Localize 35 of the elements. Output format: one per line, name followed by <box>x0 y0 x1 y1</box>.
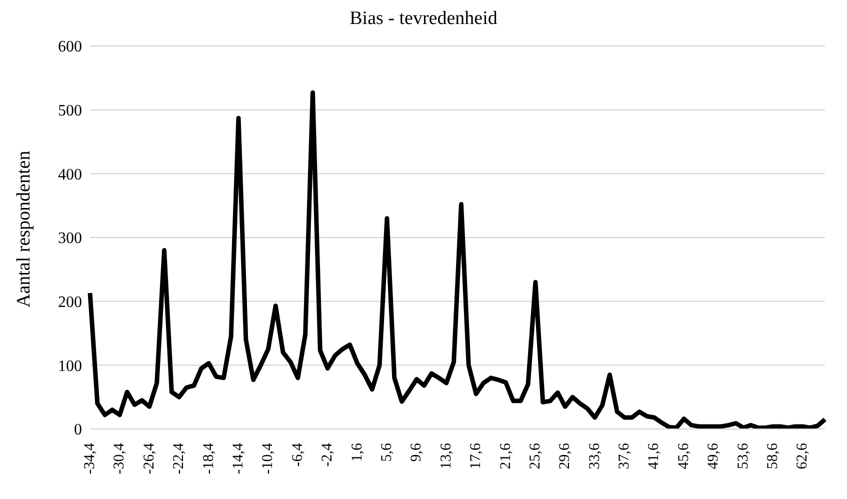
x-tick-label: 13,6 <box>438 442 454 470</box>
x-tick-label: 17,6 <box>468 442 484 470</box>
y-tick-label: 600 <box>58 38 82 56</box>
x-tick-label: -30,4 <box>112 442 128 474</box>
y-tick-label: 200 <box>58 294 82 312</box>
y-tick-label: 100 <box>58 358 82 375</box>
x-tick-label: -34,4 <box>82 442 98 474</box>
chart-title: Bias - tevredenheid <box>348 8 498 31</box>
x-tick-label: 62,6 <box>794 442 811 470</box>
line-series <box>88 90 828 429</box>
x-tick-label: 9,6 <box>408 442 425 462</box>
x-tick-label: 29,6 <box>557 442 574 470</box>
x-tick-label: 33,6 <box>586 442 603 470</box>
x-tick-label: -10,4 <box>260 442 276 474</box>
y-tick-label: 500 <box>58 102 82 120</box>
x-tick-label: 49,6 <box>706 442 722 470</box>
x-tick-label: 53,6 <box>735 442 752 470</box>
x-tick-label: -18,4 <box>200 442 217 474</box>
x-tick-label: 25,6 <box>527 442 544 470</box>
x-tick-label: -26,4 <box>141 442 158 474</box>
x-tick-label: -22,4 <box>171 442 188 474</box>
x-tick-label: -2,4 <box>320 442 336 467</box>
x-tick-label: 21,6 <box>498 442 514 470</box>
x-tick-label: 41,6 <box>646 442 662 470</box>
x-tick-label: 45,6 <box>676 442 692 470</box>
x-tick-label: 58,6 <box>765 442 782 470</box>
y-tick-label: 400 <box>58 166 82 184</box>
x-tick-label: 37,6 <box>616 442 633 470</box>
x-tick-label: -6,4 <box>290 442 306 467</box>
x-tick-label: 5,6 <box>378 442 395 462</box>
y-axis-title: Aantal respondenten <box>14 150 35 308</box>
x-tick-label: -14,4 <box>230 442 246 474</box>
x-tick-label: 1,6 <box>349 442 366 462</box>
y-tick-label: 0 <box>74 422 82 439</box>
y-tick-label: 300 <box>58 230 82 248</box>
